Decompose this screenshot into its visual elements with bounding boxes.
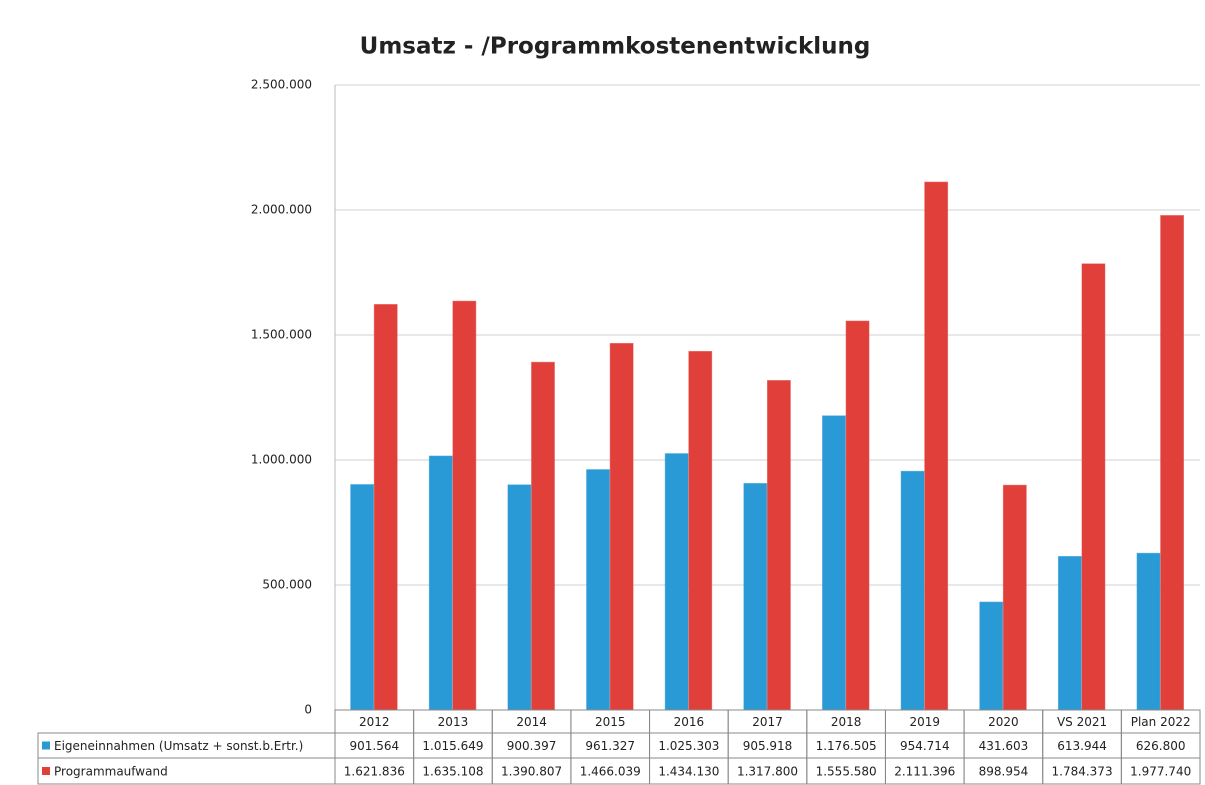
x-tick-label: 2017 [752,715,783,729]
bar [507,484,532,711]
table-value: 431.603 [979,739,1029,753]
y-tick-label: 0 [304,703,312,717]
legend-label: Programmaufwand [54,765,168,779]
bar [609,342,634,711]
y-tick-label: 2.500.000 [251,78,312,92]
x-tick-label: 2014 [516,715,547,729]
table-value: 1.466.039 [580,765,641,779]
table-value: 1.784.373 [1052,765,1113,779]
bar [373,304,398,711]
bar [900,470,925,711]
table-value: 1.977.740 [1130,765,1191,779]
x-tick-label: 2020 [988,715,1019,729]
bar [1136,552,1161,711]
table-value: 1.555.580 [816,765,877,779]
bar [452,300,477,711]
x-tick-label: VS 2021 [1057,715,1107,729]
table-value: 954.714 [900,739,950,753]
legend-label: Eigeneinnahmen (Umsatz + sonst.b.Ertr.) [54,739,303,753]
table-value: 898.954 [979,765,1029,779]
bar [1160,215,1184,711]
x-tick-label: 2018 [831,715,862,729]
bar [822,415,846,711]
table-cell [1120,757,1201,785]
table-value: 613.944 [1057,739,1107,753]
table-value: 900.397 [507,739,557,753]
x-tick-label: 2015 [595,715,626,729]
bar [924,181,949,711]
y-tick-label: 1.500.000 [251,328,312,342]
table-value: 1.176.505 [816,739,877,753]
bar [428,455,453,711]
legend-swatch [42,741,50,750]
x-tick-label: 2012 [359,715,390,729]
legend-swatch [42,767,50,775]
table-value: 961.327 [585,739,635,753]
x-tick-label: 2019 [909,715,940,729]
bar [1002,484,1027,711]
chart-title: Umsatz - /Programmkostenentwicklung [360,34,871,60]
bar [531,361,555,711]
bar [688,350,713,711]
table-value: 626.800 [1136,739,1186,753]
table-value: 2.111.396 [894,765,955,779]
bar [664,453,689,711]
bar [979,601,1004,711]
bar [586,469,610,711]
x-tick-label: Plan 2022 [1131,715,1191,729]
x-tick-label: 2016 [674,715,705,729]
table-value: 1.390.807 [501,765,562,779]
y-tick-label: 1.000.000 [251,453,312,467]
table-value: 1.434.130 [658,765,719,779]
table-value: 901.564 [350,739,400,753]
bar [767,380,791,711]
table-value: 1.015.649 [422,739,483,753]
bar [1057,556,1082,711]
bar [743,483,768,711]
y-tick-label: 2.000.000 [251,203,312,217]
bar [350,484,375,711]
x-tick-label: 2013 [438,715,469,729]
table-value: 1.025.303 [658,739,719,753]
bar [845,320,870,711]
y-tick-label: 500.000 [262,578,312,592]
table-value: 1.621.836 [344,765,405,779]
table-value: 1.317.800 [737,765,798,779]
table-value: 1.635.108 [422,765,483,779]
table-value: 905.918 [743,739,793,753]
bar [1081,263,1106,711]
